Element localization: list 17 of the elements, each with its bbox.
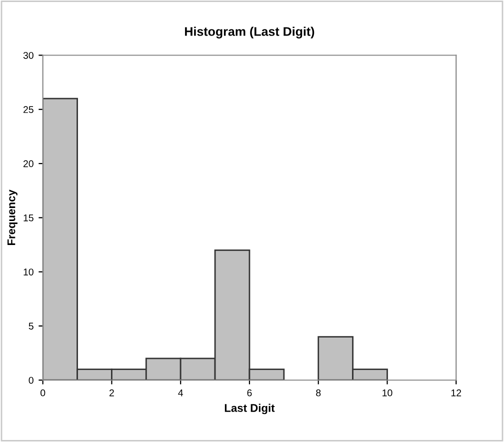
x-axis-title: Last Digit <box>224 404 275 414</box>
chart-title: Histogram (Last Digit) <box>185 26 314 38</box>
y-tick-label: 20 <box>23 160 34 168</box>
y-tick-label: 5 <box>28 322 34 330</box>
y-tick-label: 30 <box>23 52 34 59</box>
x-tick-label: 8 <box>316 389 321 396</box>
x-tick-label: 0 <box>40 389 46 396</box>
y-axis-title: Frequency <box>7 190 18 246</box>
x-tick-label: 12 <box>451 389 462 396</box>
y-tick-label: 25 <box>23 106 34 114</box>
x-tick-label: 4 <box>178 390 184 396</box>
x-tick-label: 6 <box>247 389 252 396</box>
y-tick-label: 10 <box>24 268 34 276</box>
x-tick-label: 10 <box>382 389 392 396</box>
y-tick-label: 0 <box>28 376 34 384</box>
y-tick-label: 15 <box>24 214 34 222</box>
x-tick-label: 2 <box>110 389 114 396</box>
